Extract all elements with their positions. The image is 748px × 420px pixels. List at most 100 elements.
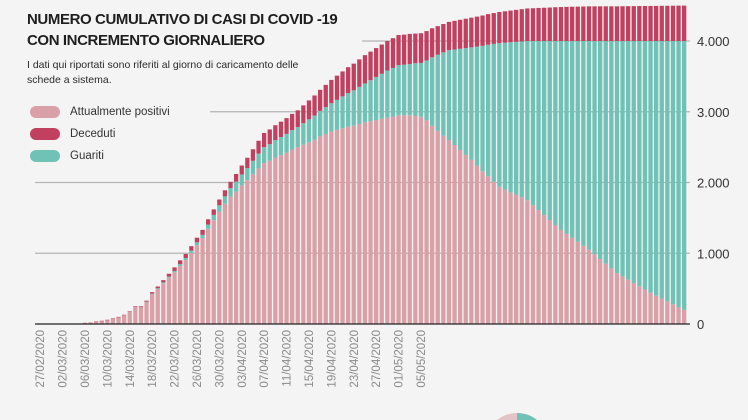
bar-segment-guariti [575, 41, 580, 242]
bar-segment-guariti [278, 137, 284, 156]
bar-segment-attualmente-positivi [670, 304, 676, 324]
x-tick-label: 14/03/2020 [125, 330, 137, 388]
y-tick-label: 3.000 [697, 105, 730, 120]
legend-label: Guariti [70, 150, 104, 162]
bar-segment-guariti [312, 115, 317, 140]
bar-segment-attualmente-positivi [194, 245, 200, 324]
bar-segment-deceduti [547, 7, 552, 41]
bar-segment-deceduti [592, 6, 597, 41]
bar-segment-deceduti [614, 6, 620, 41]
bar-segment-deceduti [497, 11, 502, 44]
bar-segment-deceduti [351, 63, 356, 91]
bar-segment-attualmente-positivi [446, 140, 452, 324]
chart-title-line-2: CON INCREMENTO GIORNALIERO [27, 32, 265, 49]
bar-segment-deceduti [446, 21, 452, 51]
bar-segment-attualmente-positivi [637, 286, 642, 324]
y-tick-label: 1.000 [697, 246, 730, 261]
bar-segment-guariti [598, 41, 603, 260]
bar-segment-guariti [631, 41, 636, 283]
bar-segment-attualmente-positivi [682, 309, 687, 324]
bar-segment-attualmente-positivi [553, 224, 558, 324]
bar-segment-deceduti [486, 14, 491, 45]
bar-segment-attualmente-positivi [659, 298, 664, 324]
bar-segment-deceduti [682, 5, 687, 41]
bar-segment-deceduti [222, 190, 228, 197]
bar-segment-attualmente-positivi [463, 154, 468, 324]
bar-segment-deceduti [665, 5, 670, 42]
bar-segment-deceduti [514, 9, 519, 42]
bar-segment-attualmente-positivi [592, 254, 597, 324]
bar-segment-guariti [508, 42, 513, 193]
bar-segment-deceduti [234, 174, 239, 182]
bar-segment-deceduti [99, 320, 104, 322]
bar-segment-deceduti [267, 129, 272, 145]
bar-segment-deceduti [676, 5, 681, 41]
x-tick-label: 06/03/2020 [80, 330, 92, 388]
bar-segment-attualmente-positivi [273, 157, 278, 324]
bar-segment-guariti [239, 174, 244, 186]
bar-segment-deceduti [570, 6, 575, 41]
bar-segment-attualmente-positivi [631, 282, 636, 324]
x-tick-label: 01/05/2020 [394, 330, 406, 388]
bar-segment-deceduti [368, 51, 373, 81]
bar-segment-attualmente-positivi [110, 318, 116, 324]
bar-segment-deceduti [508, 10, 513, 43]
bar-segment-guariti [318, 110, 323, 137]
bar-segment-attualmente-positivi [206, 228, 211, 324]
bar-segment-deceduti [334, 75, 340, 100]
bar-segment-attualmente-positivi [155, 288, 160, 324]
y-tick-label: 4.000 [697, 34, 730, 49]
bar-segment-attualmente-positivi [295, 147, 300, 324]
bar-segment-deceduti [637, 6, 642, 42]
bar-segment-guariti [306, 119, 312, 143]
bar-segment-deceduti [200, 229, 205, 235]
bar-segment-guariti [620, 41, 625, 277]
bar-segment-attualmente-positivi [564, 233, 569, 324]
bar-segment-guariti [402, 64, 407, 116]
bar-segment-attualmente-positivi [648, 292, 653, 324]
legend-swatch-deceduti [30, 128, 60, 140]
bar-segment-deceduti [94, 321, 99, 323]
bar-segment-attualmente-positivi [374, 120, 379, 325]
bar-segment-guariti [626, 41, 631, 280]
bar-segment-deceduti [469, 17, 474, 48]
bar-segment-deceduti [357, 59, 362, 87]
x-tick-label: 15/04/2020 [304, 330, 316, 388]
bar-segment-attualmente-positivi [183, 260, 188, 324]
bar-segment-attualmente-positivi [127, 311, 132, 324]
x-tick-label: 03/04/2020 [237, 330, 249, 388]
bar-segment-attualmente-positivi [379, 118, 384, 324]
bar-segment-deceduti [542, 7, 547, 41]
bar-segment-attualmente-positivi [676, 307, 681, 324]
x-tick-label: 30/03/2020 [214, 330, 226, 388]
bar-segment-guariti [542, 41, 547, 216]
bar-segment-deceduti [245, 157, 250, 168]
bar-segment-guariti [189, 250, 194, 254]
bar-segment-attualmente-positivi [542, 215, 547, 324]
bar-segment-guariti [514, 41, 519, 195]
bar-segment-attualmente-positivi [609, 268, 614, 324]
bar-segment-deceduti [256, 140, 261, 154]
bar-segment-attualmente-positivi [290, 149, 295, 324]
bar-segment-deceduti [183, 253, 188, 259]
bar-segment-deceduti [642, 5, 648, 41]
bar-segment-guariti [614, 41, 620, 274]
bar-segment-deceduti [318, 89, 323, 111]
bar-segment-attualmente-positivi [480, 171, 485, 324]
bar-segment-guariti [351, 90, 356, 126]
bar-segment-guariti [564, 41, 569, 234]
bar-segment-attualmente-positivi [525, 200, 530, 324]
bar-segment-attualmente-positivi [239, 185, 244, 324]
bar-segment-deceduti [150, 292, 155, 294]
bar-segment-deceduti [463, 18, 468, 49]
bar-segment-attualmente-positivi [458, 149, 463, 324]
bar-segment-guariti [295, 126, 300, 148]
bar-segment-attualmente-positivi [318, 136, 323, 324]
bar-segment-guariti [486, 44, 491, 177]
bar-segment-deceduti [430, 28, 435, 58]
bar-segment-deceduti [178, 260, 183, 265]
bar-segment-attualmente-positivi [502, 189, 508, 324]
x-tick-label: 27/04/2020 [371, 330, 383, 388]
bar-segment-attualmente-positivi [530, 205, 536, 324]
